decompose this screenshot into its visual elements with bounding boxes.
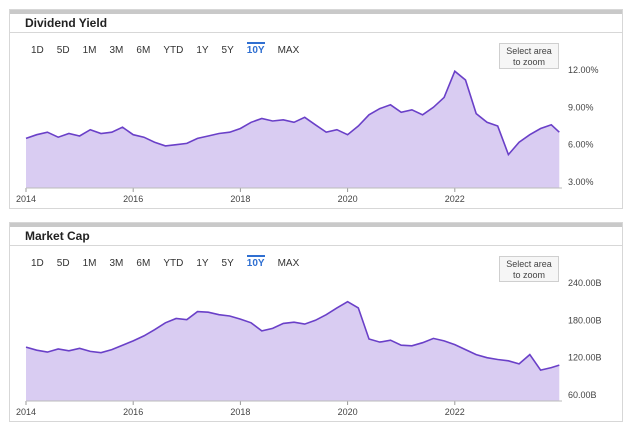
y-tick-label: 12.00% (568, 65, 599, 75)
x-tick-label: 2020 (338, 194, 358, 204)
x-tick-label: 2016 (123, 194, 143, 204)
range-button-max[interactable]: MAX (277, 45, 300, 56)
range-button-max[interactable]: MAX (277, 258, 300, 269)
range-button-1y[interactable]: 1Y (196, 258, 209, 269)
zoom-label-line2: to zoom (512, 57, 545, 67)
y-tick-label: 3.00% (568, 177, 594, 187)
range-button-1y[interactable]: 1Y (196, 45, 209, 56)
range-button-1d[interactable]: 1D (31, 45, 44, 56)
range-button-ytd[interactable]: YTD (163, 258, 184, 269)
dividend-yield-chart[interactable]: 3.00% 6.00% 9.00% 12.00% 2014 2016 2018 2020 202… (10, 10, 622, 205)
panel-title: Market Cap (10, 223, 622, 246)
range-button-ytd[interactable]: YTD (163, 45, 184, 56)
series-line (25, 69, 560, 157)
range-button-10y[interactable]: 10Y (246, 255, 265, 271)
y-tick-label: 6.00% (568, 140, 594, 150)
zoom-label-line1: Select area (506, 259, 552, 269)
series-line (25, 300, 560, 372)
range-selector: 1D 5D 1M 3M 6M YTD 1Y 5Y 10Y MAX (31, 42, 312, 58)
y-tick-label: 240.00B (568, 278, 602, 288)
range-button-10y[interactable]: 10Y (246, 42, 265, 58)
series-area (26, 301, 560, 401)
market-cap-panel: Market Cap 1D 5D 1M 3M 6M YTD 1Y 5Y 10Y MAX Selec… (9, 222, 623, 422)
x-tick-label: 2014 (16, 407, 36, 417)
x-tick-label: 2016 (123, 407, 143, 417)
series-area (26, 71, 560, 188)
market-cap-chart[interactable]: 60.00B 120.00B 180.00B 240.00B 2014 2016 2018 2… (10, 223, 622, 418)
range-selector: 1D 5D 1M 3M 6M YTD 1Y 5Y 10Y MAX (31, 255, 312, 271)
x-tick-label: 2018 (230, 407, 250, 417)
range-button-5d[interactable]: 5D (56, 258, 70, 269)
x-tick-label: 2022 (445, 194, 465, 204)
x-tick-label: 2014 (16, 194, 36, 204)
range-button-1m[interactable]: 1M (82, 45, 97, 56)
zoom-label-line1: Select area (506, 46, 552, 56)
x-tick-label: 2018 (230, 194, 250, 204)
range-button-1d[interactable]: 1D (31, 258, 44, 269)
dividend-yield-panel: Dividend Yield 1D 5D 1M 3M 6M YTD 1Y 5Y 10Y MAX S… (9, 9, 623, 209)
range-button-6m[interactable]: 6M (136, 258, 151, 269)
range-button-5d[interactable]: 5D (56, 45, 70, 56)
range-button-6m[interactable]: 6M (136, 45, 151, 56)
y-tick-label: 180.00B (568, 315, 602, 325)
range-button-3m[interactable]: 3M (109, 45, 124, 56)
range-button-3m[interactable]: 3M (109, 258, 124, 269)
range-button-5y[interactable]: 5Y (221, 258, 234, 269)
zoom-label-line2: to zoom (512, 270, 545, 280)
range-button-5y[interactable]: 5Y (221, 45, 234, 56)
range-button-1m[interactable]: 1M (82, 258, 97, 269)
x-tick-label: 2022 (445, 407, 465, 417)
y-tick-label: 9.00% (568, 102, 594, 112)
x-tick-label: 2020 (338, 407, 358, 417)
select-area-zoom-button[interactable]: Select area to zoom (499, 43, 559, 69)
panel-title: Dividend Yield (10, 10, 622, 33)
y-tick-label: 120.00B (568, 353, 602, 363)
select-area-zoom-button[interactable]: Select area to zoom (499, 256, 559, 282)
y-tick-label: 60.00B (568, 390, 597, 400)
